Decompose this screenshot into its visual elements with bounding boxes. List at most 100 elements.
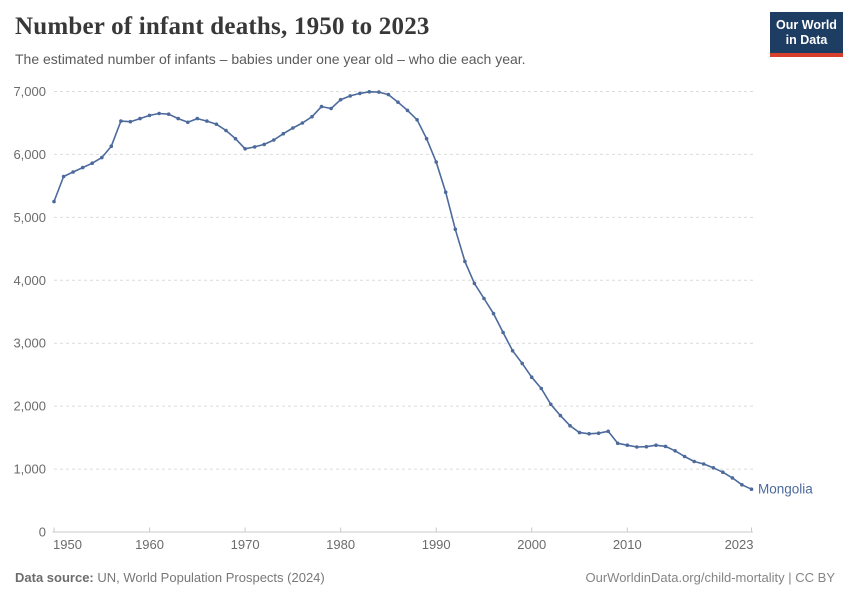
data-source-text: UN, World Population Prospects (2024) (93, 570, 325, 585)
data-point[interactable] (405, 108, 410, 113)
data-point[interactable] (529, 375, 534, 380)
data-point[interactable] (128, 119, 133, 124)
data-point[interactable] (587, 432, 591, 436)
data-point[interactable] (310, 114, 314, 119)
data-point[interactable] (166, 112, 171, 116)
data-point[interactable] (262, 142, 267, 147)
data-point[interactable] (558, 413, 563, 418)
data-point[interactable] (740, 483, 744, 487)
y-tick-label: 5,000 (13, 210, 46, 225)
data-point[interactable] (654, 443, 658, 448)
data-point[interactable] (138, 116, 142, 121)
data-point[interactable] (692, 459, 696, 464)
data-point[interactable] (233, 136, 238, 141)
data-point[interactable] (281, 131, 286, 136)
data-point[interactable] (549, 402, 553, 407)
data-point[interactable] (224, 128, 228, 133)
owid-logo-line1: Our World (776, 17, 837, 32)
data-point[interactable] (71, 170, 75, 174)
data-point[interactable] (329, 106, 333, 111)
data-point[interactable] (443, 190, 448, 194)
data-point[interactable] (596, 431, 601, 436)
y-tick-label: 6,000 (13, 147, 46, 162)
data-point[interactable] (711, 466, 716, 470)
y-gridlines (54, 91, 753, 470)
data-point[interactable] (625, 443, 630, 448)
x-tick-label: 2023 (725, 537, 754, 552)
data-point[interactable] (367, 90, 372, 94)
data-point[interactable] (539, 386, 544, 391)
data-point[interactable] (453, 227, 458, 232)
data-point[interactable] (482, 296, 486, 301)
data-point-markers[interactable] (52, 90, 754, 492)
data-point[interactable] (272, 138, 276, 142)
data-point[interactable] (52, 199, 56, 204)
data-point[interactable] (243, 147, 247, 151)
data-point[interactable] (568, 423, 572, 428)
credit-link[interactable]: OurWorldinData.org/child-mortality | CC … (585, 570, 836, 585)
data-point[interactable] (721, 470, 725, 475)
data-point[interactable] (90, 161, 94, 165)
data-point[interactable] (386, 92, 391, 97)
data-point[interactable] (501, 330, 505, 335)
owid-logo-line2: in Data (785, 32, 828, 47)
y-tick-label: 2,000 (13, 399, 46, 414)
data-point[interactable] (338, 97, 343, 102)
data-point[interactable] (348, 94, 353, 98)
data-point[interactable] (205, 119, 209, 123)
data-point[interactable] (415, 118, 419, 122)
data-point[interactable] (252, 145, 257, 149)
data-point[interactable] (472, 281, 477, 286)
data-point[interactable] (300, 121, 305, 125)
data-line[interactable] (53, 91, 753, 491)
data-point[interactable] (147, 113, 152, 118)
data-point[interactable] (109, 144, 114, 148)
data-point[interactable] (577, 430, 582, 435)
data-point[interactable] (615, 441, 620, 446)
data-point[interactable] (396, 100, 400, 104)
chart-subtitle: The estimated number of infants – babies… (15, 51, 526, 67)
x-tick-label: 1960 (135, 537, 164, 552)
data-point[interactable] (606, 429, 610, 434)
owid-logo[interactable]: Our World in Data (770, 12, 843, 57)
data-point[interactable] (100, 155, 104, 160)
x-tick-label: 1980 (326, 537, 355, 552)
data-point[interactable] (491, 311, 496, 316)
data-point[interactable] (663, 444, 668, 449)
data-point[interactable] (61, 174, 66, 179)
y-tick-label: 1,000 (13, 462, 46, 477)
data-point[interactable] (434, 160, 439, 164)
data-point[interactable] (119, 119, 123, 123)
data-point[interactable] (358, 91, 362, 96)
data-point[interactable] (214, 122, 219, 126)
data-point[interactable] (635, 445, 639, 449)
data-point[interactable] (186, 120, 190, 125)
x-tick-label: 2000 (517, 537, 546, 552)
x-tick-label: 1950 (53, 537, 82, 552)
y-tick-label: 3,000 (13, 336, 46, 351)
data-point[interactable] (749, 487, 754, 492)
data-point[interactable] (510, 349, 515, 353)
data-point[interactable] (319, 104, 324, 109)
data-point[interactable] (377, 90, 381, 94)
data-point[interactable] (520, 361, 524, 366)
data-point[interactable] (682, 454, 687, 459)
data-point[interactable] (80, 165, 85, 170)
data-point[interactable] (463, 259, 467, 264)
data-point[interactable] (673, 449, 677, 453)
data-point[interactable] (701, 462, 706, 466)
page-title: Number of infant deaths, 1950 to 2023 (15, 13, 430, 40)
y-axis-labels: 0 1,000 2,000 3,000 4,000 5,000 6,000 7,000 (13, 84, 46, 540)
data-point[interactable] (644, 444, 649, 449)
data-source-label: Data source: (15, 570, 94, 585)
data-point[interactable] (730, 476, 735, 480)
data-point[interactable] (176, 116, 180, 121)
data-point[interactable] (195, 116, 200, 121)
entity-label[interactable]: Mongolia (758, 482, 813, 497)
data-point[interactable] (291, 126, 295, 130)
data-point[interactable] (157, 111, 161, 116)
data-point[interactable] (424, 136, 429, 141)
x-tick-label: 2010 (613, 537, 642, 552)
